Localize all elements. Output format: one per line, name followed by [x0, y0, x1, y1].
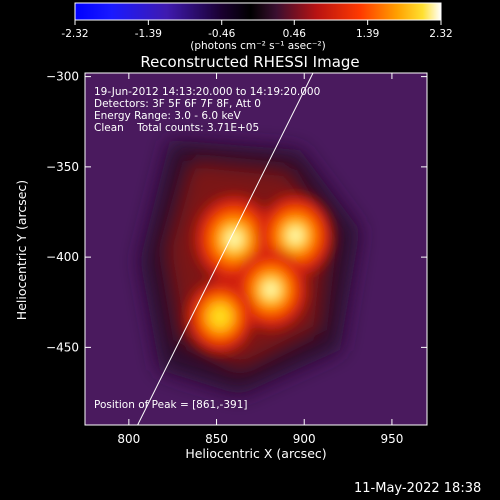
y-tick-label: −450 [46, 340, 79, 354]
colorbar-tick-label: -0.46 [208, 28, 235, 40]
plot-frame [84, 72, 428, 426]
timestamp: 11-May-2022 18:38 [354, 481, 482, 496]
limb-line [137, 73, 314, 425]
colorbar-tick-label: 2.32 [429, 28, 452, 40]
x-tick-label: 800 [117, 432, 140, 446]
info-time-range: 19-Jun-2012 14:13:20.000 to 14:19:20.000 [94, 86, 320, 98]
y-tick-label: −300 [46, 70, 79, 84]
info-energy-range: Energy Range: 3.0 - 6.0 keV [94, 110, 242, 122]
y-axis: −300 −350 −400 −450 [46, 70, 427, 354]
colorbar-unit-label: (photons cm⁻² s⁻¹ asec⁻²) [190, 40, 325, 52]
info-detectors: Detectors: 3F 5F 6F 7F 8F, Att 0 [94, 98, 261, 110]
colorbar-tick-label: 1.39 [356, 28, 379, 40]
source-blob [264, 282, 278, 297]
y-tick-label: −350 [46, 160, 79, 174]
x-tick-label: 950 [380, 432, 403, 446]
source-blob [288, 228, 303, 243]
x-axis: 800 850 900 950 [117, 73, 403, 446]
y-axis-label: Heliocentric Y (arcsec) [14, 180, 29, 320]
x-tick-label: 850 [205, 432, 228, 446]
chart-title: Reconstructed RHESSI Image [140, 53, 359, 71]
source-blob [209, 304, 231, 329]
colorbar-tick-label: -1.39 [135, 28, 162, 40]
colorbar-ticks: -2.32 -1.39 -0.46 0.46 1.39 2.32 [61, 20, 453, 40]
source-blob [227, 231, 242, 247]
colorbar [74, 2, 442, 21]
x-tick-label: 900 [293, 432, 316, 446]
colorbar-tick-label: 0.46 [283, 28, 307, 40]
colorbar-tick-label: -2.32 [61, 28, 88, 40]
y-tick-label: −400 [46, 250, 79, 264]
info-clean-counts: Clean Total counts: 3.71E+05 [94, 122, 259, 134]
info-peak-position: Position of Peak = [861,-391] [94, 399, 248, 411]
heatmap-image [85, 73, 427, 425]
x-axis-label: Heliocentric X (arcsec) [185, 446, 326, 461]
